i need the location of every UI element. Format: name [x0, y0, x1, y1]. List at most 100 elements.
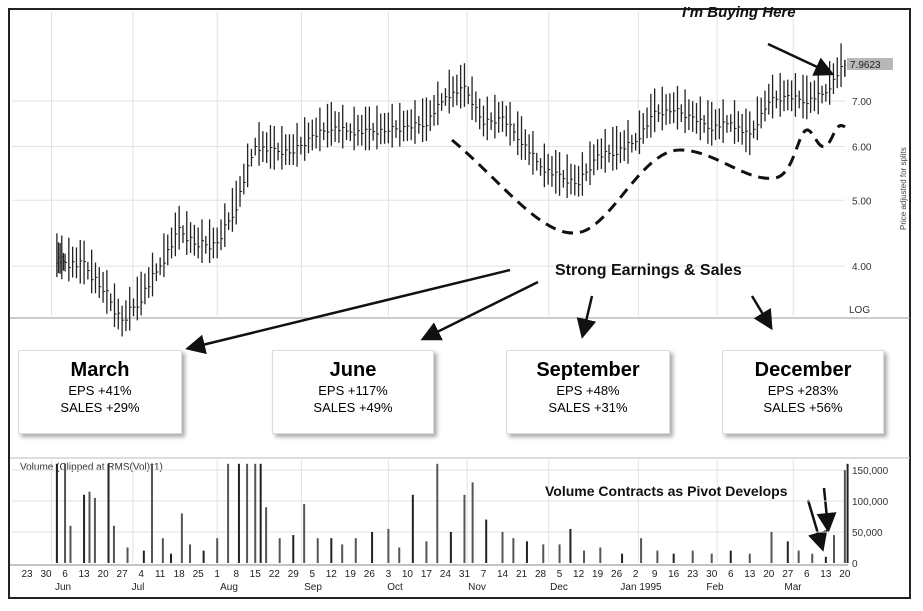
date-tick-label: 31 [459, 569, 471, 580]
quarter-sales: SALES +31% [548, 400, 628, 415]
volume-bar [786, 541, 789, 563]
volume-bar [512, 538, 515, 563]
date-tick-label: 18 [174, 569, 186, 580]
volume-bar [93, 497, 96, 563]
month-label: Jan 1995 [620, 582, 662, 593]
volume-bar [449, 532, 452, 563]
date-tick-label: 26 [364, 569, 376, 580]
date-tick-label: 5 [310, 569, 316, 580]
volume-bar [316, 538, 319, 563]
buying-annotation: I'm Buying Here [682, 4, 796, 21]
annotation-arrow [767, 42, 835, 76]
date-tick-label: 3 [386, 569, 392, 580]
volume-bar [569, 528, 572, 563]
volume-bar [341, 544, 344, 563]
date-tick-label: 8 [233, 569, 239, 580]
quarter-eps: EPS +41% [68, 383, 132, 398]
volume-bar [558, 544, 561, 563]
volume-bar [656, 550, 659, 563]
annotation-arrow [420, 280, 539, 341]
date-tick-label: 16 [668, 569, 680, 580]
volume-annotation: Volume Contracts as Pivot Develops [545, 483, 788, 499]
month-label: Oct [387, 582, 403, 593]
price-tick-label: 5.00 [852, 196, 872, 207]
volume-bar [525, 541, 528, 563]
annotation-arrow [806, 499, 828, 552]
volume-bar [583, 550, 586, 563]
date-tick-label: 2 [633, 569, 639, 580]
last-price-badge [847, 58, 893, 70]
volume-bar [246, 463, 249, 563]
volume-bar [88, 491, 91, 563]
date-tick-label: 13 [744, 569, 756, 580]
volume-bar [142, 550, 145, 563]
volume-bar [672, 553, 675, 563]
annotation-arrow [816, 487, 837, 533]
volume-bar [69, 525, 72, 563]
month-label: Sep [304, 582, 322, 593]
volume-bar [463, 494, 466, 563]
date-tick-label: 9 [652, 569, 658, 580]
volume-bar [729, 550, 732, 563]
annotation-arrow [185, 268, 511, 355]
date-tick-label: 11 [155, 569, 166, 580]
volume-bar [832, 535, 835, 563]
date-tick-label: 12 [573, 569, 585, 580]
date-tick-label: 1 [214, 569, 220, 580]
volume-bar [387, 528, 390, 563]
volume-bar [83, 494, 86, 563]
date-tick-label: 25 [193, 569, 205, 580]
date-tick-label: 23 [21, 569, 33, 580]
last-price-label: 7.9623 [850, 60, 881, 71]
date-tick-label: 13 [78, 569, 90, 580]
date-tick-label: 19 [345, 569, 357, 580]
date-tick-label: 12 [326, 569, 338, 580]
volume-title: Volume (Clipped at RMS(Vol)*1) [20, 462, 163, 473]
month-label: Feb [706, 582, 724, 593]
volume-bar [542, 544, 545, 563]
volume-bar [202, 550, 205, 563]
date-tick-label: 26 [611, 569, 623, 580]
volume-bar [501, 532, 504, 563]
volume-bar [227, 463, 230, 563]
volume-bar [471, 482, 474, 563]
price-axis-label: Price adjusted for splits [899, 147, 908, 230]
quarter-sales: SALES +29% [60, 400, 140, 415]
date-tick-label: 5 [557, 569, 563, 580]
date-tick-label: 7 [481, 569, 487, 580]
date-tick-label: 10 [402, 569, 414, 580]
volume-bar [621, 553, 624, 563]
quarter-eps: EPS +48% [556, 383, 620, 398]
volume-bar [292, 535, 295, 563]
volume-bar [485, 519, 488, 563]
date-tick-label: 27 [117, 569, 129, 580]
quarter-sales: SALES +49% [313, 400, 393, 415]
volume-bar [107, 463, 110, 563]
earnings-annotation: Strong Earnings & Sales [555, 262, 742, 279]
log-scale-label: LOG [849, 305, 870, 316]
quarter-box-december: December EPS +283% SALES +56% [722, 350, 884, 434]
date-tick-label: 19 [592, 569, 604, 580]
volume-bar [811, 553, 814, 563]
volume-bar [303, 504, 306, 563]
date-tick-label: 21 [516, 569, 528, 580]
quarter-month: December [754, 359, 852, 381]
volume-bar [237, 463, 240, 563]
volume-bar [55, 463, 58, 563]
volume-bar [770, 532, 773, 563]
quarter-box-september: September EPS +48% SALES +31% [506, 350, 670, 434]
volume-tick-label: 0 [852, 559, 858, 570]
quarter-eps: EPS +283% [767, 383, 839, 398]
quarter-month: March [70, 359, 130, 381]
price-tick-label: 7.00 [852, 97, 872, 108]
date-tick-label: 29 [288, 569, 300, 580]
month-label: Aug [220, 582, 238, 593]
volume-bar [265, 507, 268, 563]
date-tick-label: 30 [40, 569, 52, 580]
date-tick-label: 13 [820, 569, 832, 580]
volume-bar [150, 463, 153, 563]
volume-bar [180, 513, 183, 563]
volume-bar [354, 538, 357, 563]
volume-tick-label: 50,000 [852, 528, 883, 539]
date-tick-label: 20 [98, 569, 110, 580]
